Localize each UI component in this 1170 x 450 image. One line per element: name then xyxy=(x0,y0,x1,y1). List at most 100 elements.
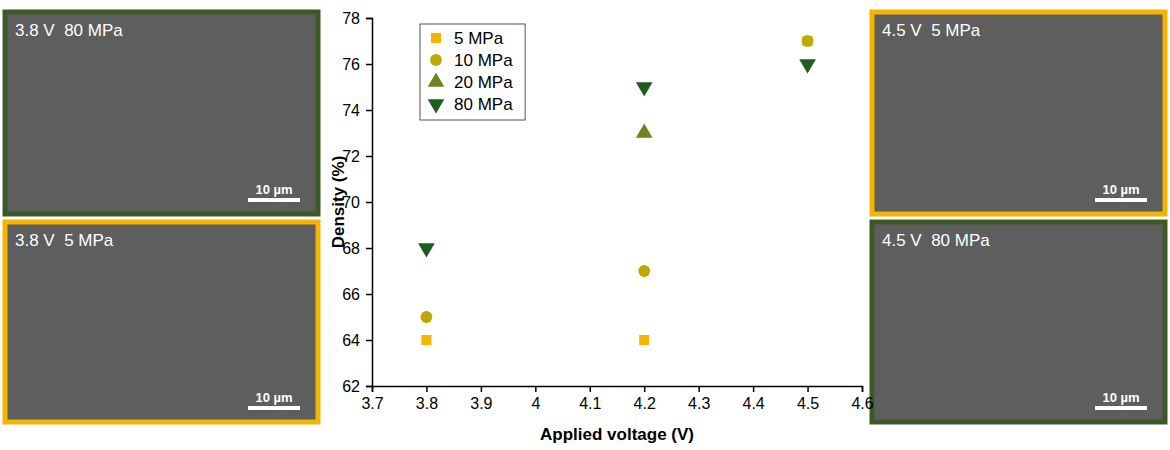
y-tick: 74 xyxy=(342,102,372,119)
legend-marker xyxy=(430,54,442,66)
x-tick: 3.9 xyxy=(470,386,492,412)
data-point xyxy=(799,59,816,73)
tick-label: 64 xyxy=(342,332,360,349)
micrograph-panel: 4.5 V 80 MPa 10 µm xyxy=(872,222,1165,422)
tick-label: 66 xyxy=(342,286,360,303)
x-tick: 4.2 xyxy=(634,386,656,412)
micrograph-panel: 3.8 V 80 MPa 10 µm xyxy=(5,12,318,214)
micrograph-image xyxy=(5,222,318,422)
tick-mark xyxy=(753,386,755,392)
scale-bar-label: 10 µm xyxy=(1102,182,1139,197)
x-tick: 4.3 xyxy=(688,386,710,412)
x-tick: 4.6 xyxy=(851,386,873,412)
y-tick: 78 xyxy=(342,10,372,27)
panel-label: 4.5 V 80 MPa xyxy=(882,231,990,250)
legend-marker xyxy=(428,72,445,86)
data-point xyxy=(639,335,649,345)
y-tick: 76 xyxy=(342,56,372,73)
axis-line xyxy=(366,19,373,387)
scale-bar-label: 10 µm xyxy=(255,182,292,197)
tick-mark xyxy=(366,18,372,20)
tick-label: 4.1 xyxy=(579,395,601,412)
tick-label: 3.7 xyxy=(361,395,383,412)
tick-label: 4.6 xyxy=(851,395,873,412)
data-point xyxy=(421,311,433,323)
legend-frame xyxy=(420,24,525,120)
x-tick: 3.8 xyxy=(416,386,438,412)
data-point xyxy=(636,123,653,137)
micrograph-panel: 3.8 V 5 MPa 10 µm xyxy=(5,222,318,422)
figure: 3.8 V 80 MPa10 µm3.8 V 5 MPa10 µm4.5 V 5… xyxy=(0,0,1170,450)
x-tick: 4.1 xyxy=(579,386,601,412)
y-tick: 66 xyxy=(342,286,372,303)
legend-label: 80 MPa xyxy=(454,95,513,114)
y-axis-title: Density (%) xyxy=(329,156,348,249)
panel-label: 4.5 V 5 MPa xyxy=(882,21,981,40)
legend-label: 10 MPa xyxy=(454,51,513,70)
micrograph-image xyxy=(5,12,318,214)
series xyxy=(418,59,816,257)
data-point xyxy=(803,36,813,46)
x-tick: 4 xyxy=(531,386,540,412)
x-tick: 3.7 xyxy=(361,386,383,412)
panel-label: 3.8 V 80 MPa xyxy=(15,21,123,40)
series xyxy=(636,123,653,137)
panel-label: 3.8 V 5 MPa xyxy=(15,231,114,250)
x-axis-title: Applied voltage (V) xyxy=(540,425,694,444)
x-axis: 3.7 3.8 3.9 4 4.1 4.2 4.3 4.4 4.5 4.6 xyxy=(361,386,873,412)
points xyxy=(418,35,816,345)
tick-mark xyxy=(698,386,700,392)
tick-mark xyxy=(535,386,537,392)
legend-label: 5 MPa xyxy=(454,29,504,48)
tick-mark xyxy=(481,386,483,392)
tick-label: 62 xyxy=(342,378,360,395)
scale-bar-label: 10 µm xyxy=(255,390,292,405)
legend-marker xyxy=(431,33,441,43)
tick-mark xyxy=(366,386,372,388)
legend-label: 20 MPa xyxy=(454,73,513,92)
tick-label: 4 xyxy=(531,395,540,412)
data-point xyxy=(638,265,650,277)
tick-mark xyxy=(590,386,592,392)
tick-mark xyxy=(644,386,646,392)
scale-bar xyxy=(248,198,300,202)
y-tick: 64 xyxy=(342,332,372,349)
tick-label: 76 xyxy=(342,56,360,73)
y-tick: 62 xyxy=(342,378,372,395)
x-tick: 4.5 xyxy=(797,386,819,412)
tick-mark xyxy=(807,386,809,392)
data-point xyxy=(418,243,435,257)
series xyxy=(421,36,812,345)
tick-label: 74 xyxy=(342,102,360,119)
tick-label: 4.5 xyxy=(797,395,819,412)
tick-mark xyxy=(366,64,372,66)
tick-mark xyxy=(862,386,864,392)
tick-mark xyxy=(366,156,372,158)
tick-label: 78 xyxy=(342,10,360,27)
tick-mark xyxy=(366,248,372,250)
tick-mark xyxy=(426,386,428,392)
tick-label: 3.8 xyxy=(416,395,438,412)
scale-bar xyxy=(1095,198,1147,202)
x-tick: 4.4 xyxy=(742,386,764,412)
tick-label: 4.2 xyxy=(634,395,656,412)
micrograph-image xyxy=(872,12,1165,214)
data-point xyxy=(802,35,814,47)
tick-label: 3.9 xyxy=(470,395,492,412)
tick-mark xyxy=(366,110,372,112)
scale-bar xyxy=(248,406,300,410)
series xyxy=(421,35,814,323)
tick-label: 4.4 xyxy=(742,395,764,412)
tick-mark xyxy=(366,294,372,296)
data-point xyxy=(636,82,653,96)
scale-bar-label: 10 µm xyxy=(1102,390,1139,405)
tick-label: 4.3 xyxy=(688,395,710,412)
data-point xyxy=(421,335,431,345)
axis-line xyxy=(373,387,863,393)
legend-marker xyxy=(428,99,445,113)
legend: 5 MPa 10 MPa 20 MPa 80 MPa xyxy=(420,24,525,120)
scale-bar xyxy=(1095,406,1147,410)
tick-mark xyxy=(366,340,372,342)
micrograph-image xyxy=(872,222,1165,422)
micrograph-panel: 4.5 V 5 MPa 10 µm xyxy=(872,12,1165,214)
